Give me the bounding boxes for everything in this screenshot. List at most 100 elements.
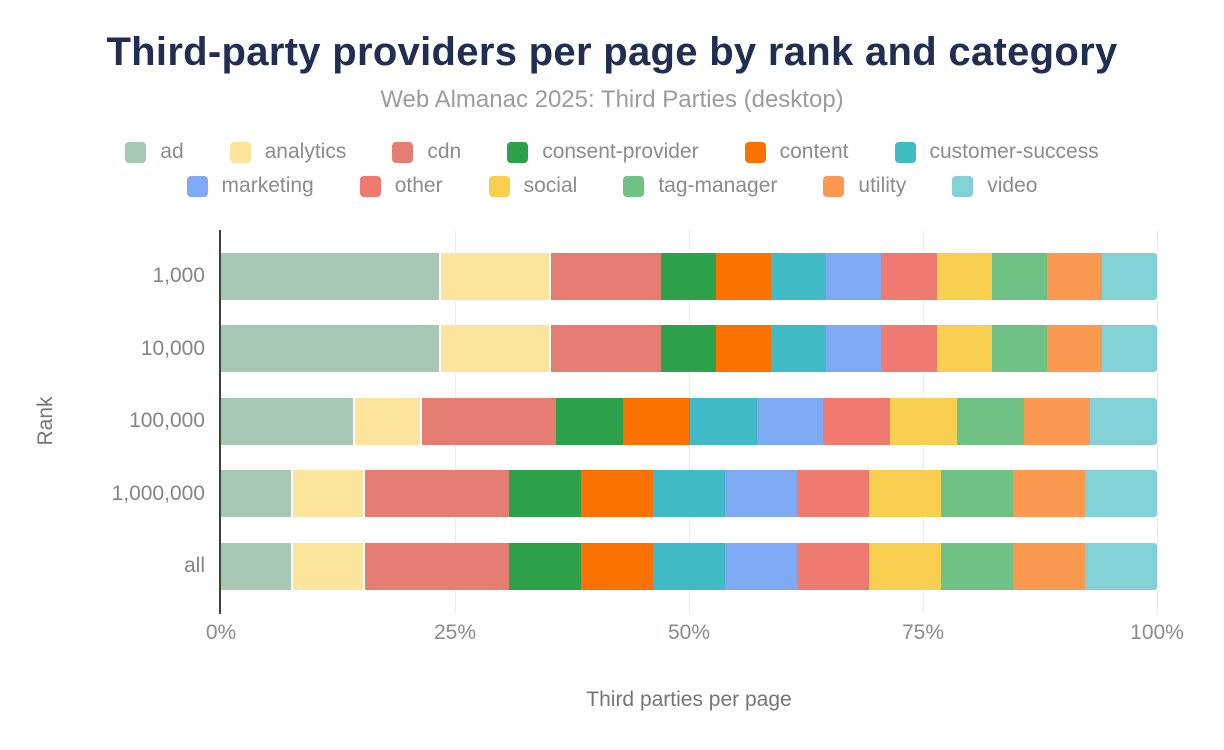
bar-segment-other[interactable] [881, 325, 937, 372]
legend-item-social[interactable]: social [488, 174, 578, 198]
bar-segment-consent-provider[interactable] [509, 542, 581, 590]
bar-segment-cdn[interactable] [550, 325, 661, 372]
legend-swatch-icon [488, 175, 510, 197]
bar-segment-social[interactable] [890, 397, 957, 445]
bar-segment-consent-provider[interactable] [556, 397, 624, 445]
bar-segment-tag-manager[interactable] [956, 397, 1024, 445]
bar-segment-other[interactable] [823, 397, 891, 445]
legend-item-marketing[interactable]: marketing [186, 174, 314, 198]
y-axis-label: 10,000 [140, 336, 205, 360]
legend-label: cdn [427, 140, 462, 163]
bar-segment-customer-success[interactable] [653, 542, 725, 590]
bar-segment-tag-manager[interactable] [941, 470, 1013, 517]
y-axis-title: Rank [34, 396, 57, 446]
bar-segment-social[interactable] [869, 542, 941, 590]
stacked-bar [221, 325, 1157, 372]
bar-segment-ad[interactable] [221, 325, 441, 372]
legend-label: social [523, 174, 578, 197]
bar-segment-social[interactable] [936, 252, 992, 300]
bar-segment-content[interactable] [716, 252, 772, 300]
bar-segment-consent-provider[interactable] [660, 252, 717, 300]
legend-item-tag-manager[interactable]: tag-manager [623, 174, 777, 198]
legend-item-cdn[interactable]: cdn [392, 140, 461, 164]
bar-segment-analytics[interactable] [355, 397, 423, 445]
bar-row [221, 530, 1157, 602]
legend-item-utility[interactable]: utility [823, 174, 906, 198]
legend-label: analytics [264, 140, 347, 163]
legend-swatch-icon [507, 141, 529, 163]
legend-swatch-icon [952, 175, 974, 197]
bar-segment-customer-success[interactable] [771, 325, 827, 372]
bar-segment-marketing[interactable] [826, 252, 882, 300]
bar-segment-video[interactable] [1085, 470, 1157, 517]
bar-segment-utility[interactable] [1023, 397, 1091, 445]
legend-label: tag-manager [658, 174, 778, 197]
bar-segment-social[interactable] [936, 325, 992, 372]
y-axis-label: 1,000,000 [111, 481, 205, 505]
legend-label: content [779, 140, 849, 163]
chart-title: Third-party providers per page by rank a… [106, 30, 1118, 74]
bar-segment-cdn[interactable] [550, 252, 661, 300]
bar-segment-customer-success[interactable] [771, 252, 827, 300]
bar-segment-video[interactable] [1101, 325, 1157, 372]
legend-label: other [394, 174, 443, 197]
legend-item-other[interactable]: other [359, 174, 443, 198]
bar-segment-marketing[interactable] [826, 325, 882, 372]
chart-subtitle: Web Almanac 2025: Third Parties (desktop… [380, 86, 844, 113]
bar-segment-utility[interactable] [1013, 470, 1085, 517]
bar-segment-ad[interactable] [221, 542, 293, 590]
legend-item-ad[interactable]: ad [125, 140, 184, 164]
plot-area [221, 240, 1157, 602]
bar-segment-content[interactable] [716, 325, 772, 372]
bar-segment-other[interactable] [797, 542, 869, 590]
bar-segment-analytics[interactable] [440, 325, 551, 372]
bar-segment-video[interactable] [1101, 252, 1157, 300]
bar-segment-other[interactable] [797, 470, 869, 517]
bar-segment-other[interactable] [881, 252, 937, 300]
x-axis-tick-label: 0% [205, 621, 237, 644]
y-axis-label: all [183, 554, 205, 577]
bar-segment-tag-manager[interactable] [991, 252, 1047, 300]
legend-item-analytics[interactable]: analytics [229, 140, 347, 164]
x-axis-tick-label: 75% [901, 621, 945, 644]
legend-swatch-icon [359, 175, 381, 197]
x-axis-title: Third parties per page [586, 688, 792, 711]
bar-segment-video[interactable] [1085, 542, 1157, 590]
bar-segment-cdn[interactable] [422, 397, 557, 445]
bar-segment-utility[interactable] [1046, 252, 1102, 300]
bar-segment-customer-success[interactable] [689, 397, 757, 445]
bar-segment-tag-manager[interactable] [991, 325, 1047, 372]
legend-item-consent-provider[interactable]: consent-provider [507, 140, 699, 164]
bar-segment-analytics[interactable] [293, 542, 365, 590]
bar-segment-tag-manager[interactable] [941, 542, 1013, 590]
legend-item-video[interactable]: video [952, 174, 1037, 198]
y-axis-label: 1,000 [152, 264, 205, 287]
bar-segment-social[interactable] [869, 470, 941, 517]
bar-segment-analytics[interactable] [293, 470, 365, 517]
legend-item-content[interactable]: content [744, 140, 849, 164]
bar-segment-ad[interactable] [221, 252, 441, 300]
bar-segment-utility[interactable] [1046, 325, 1102, 372]
bar-segment-utility[interactable] [1013, 542, 1085, 590]
bar-segment-cdn[interactable] [365, 542, 509, 590]
bar-segment-content[interactable] [623, 397, 690, 445]
stacked-bar [221, 252, 1157, 300]
bar-segment-content[interactable] [581, 470, 653, 517]
legend-item-customer-success[interactable]: customer-success [894, 140, 1099, 164]
x-axis-tick-label: 100% [1130, 621, 1184, 644]
legend-label: consent-provider [542, 140, 699, 163]
bar-segment-marketing[interactable] [725, 542, 797, 590]
bar-segment-consent-provider[interactable] [660, 325, 717, 372]
bar-segment-consent-provider[interactable] [509, 470, 581, 517]
stacked-bar [221, 397, 1157, 445]
bar-segment-ad[interactable] [221, 397, 356, 445]
bar-segment-ad[interactable] [221, 470, 293, 517]
bar-segment-video[interactable] [1090, 397, 1157, 445]
bar-segment-customer-success[interactable] [653, 470, 725, 517]
bar-segment-content[interactable] [581, 542, 653, 590]
bar-segment-marketing[interactable] [725, 470, 797, 517]
bar-segment-cdn[interactable] [365, 470, 509, 517]
bar-segment-analytics[interactable] [440, 252, 551, 300]
bar-segment-marketing[interactable] [756, 397, 824, 445]
